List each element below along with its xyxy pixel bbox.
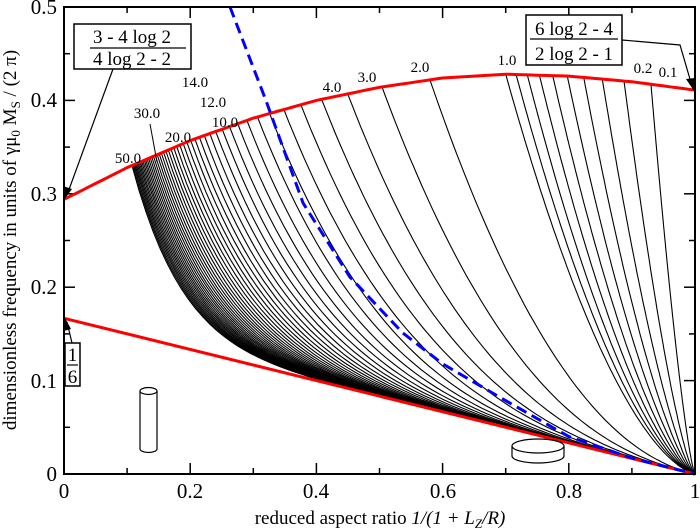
family-curve — [194, 138, 696, 475]
family-curve — [347, 93, 696, 475]
curve-label-1: 1.0 — [498, 53, 517, 69]
annotation-upper-left: 3 - 4 log 2 4 log 2 - 2 — [63, 23, 192, 200]
family-curve — [237, 123, 696, 475]
curve-label-30: 30.0 — [134, 106, 160, 122]
curve-label-0-2: 0.2 — [634, 61, 653, 77]
curve-label-4: 4.0 — [323, 80, 342, 96]
family-curve — [623, 80, 696, 475]
annotation-upper-right-numerator: 6 log 2 - 4 — [535, 19, 614, 40]
family-curve — [515, 74, 696, 475]
annotation-upper-left-denominator: 4 log 2 - 2 — [93, 49, 171, 70]
annotation-upper-left-arrow — [66, 68, 114, 196]
x-tick-label: 0.2 — [177, 479, 203, 503]
y-tick-labels: 0 0.1 0.2 0.3 0.4 0.5 — [31, 0, 58, 486]
family-curve — [173, 147, 696, 475]
family-curve — [170, 148, 696, 475]
lower-bound-line — [63, 316, 696, 476]
x-axis-title: reduced aspect ratio 1/(1 + LZ/R) — [255, 508, 506, 530]
family-curve — [601, 79, 696, 475]
x-tick-labels: 0 0.2 0.4 0.6 0.8 1 — [59, 479, 700, 503]
curve-label-14: 14.0 — [182, 75, 208, 91]
family-curve — [538, 75, 696, 475]
curve-label-0-1: 0.1 — [659, 65, 678, 81]
curve-label-12: 12.0 — [200, 95, 226, 111]
curve-label-20: 20.0 — [165, 130, 191, 146]
family-curve — [221, 128, 696, 475]
y-tick-label: 0.5 — [31, 0, 57, 19]
family-curve — [429, 79, 696, 475]
family-curve — [552, 75, 696, 475]
y-tick-label: 0 — [47, 462, 58, 486]
family-curve — [246, 120, 696, 475]
family-curve — [566, 75, 696, 475]
annotation-one-sixth: 1 6 — [64, 318, 81, 388]
x-tick-label: 0 — [59, 479, 70, 503]
curve-label-30-leader — [149, 123, 158, 163]
annotation-upper-right-denominator: 2 log 2 - 1 — [535, 44, 613, 65]
family-curve — [583, 77, 696, 475]
curve-family — [131, 74, 696, 475]
family-curve — [526, 74, 696, 475]
family-curve — [215, 131, 696, 475]
flat-disk-icon — [511, 438, 565, 464]
y-tick-label: 0.2 — [31, 275, 57, 299]
curve-label-10: 10.0 — [212, 115, 238, 131]
family-curve — [381, 86, 696, 475]
tall-cylinder-icon — [139, 386, 158, 454]
family-curve — [203, 135, 696, 475]
curve-labels: 50.0 30.0 20.0 14.0 12.0 10.0 4.0 3.0 2.… — [115, 53, 678, 167]
annotation-one-sixth-denominator: 6 — [68, 367, 78, 388]
plot-frame — [63, 6, 696, 475]
curve-label-50: 50.0 — [115, 151, 141, 167]
family-curve — [186, 141, 696, 475]
annotation-upper-left-numerator: 3 - 4 log 2 — [93, 27, 171, 48]
family-curve — [650, 84, 696, 475]
annotation-upper-right-arrow — [621, 39, 693, 87]
dashed-curve — [228, 6, 696, 476]
annotation-upper-right: 6 log 2 - 4 2 log 2 - 1 — [525, 14, 695, 91]
x-tick-label: 0.4 — [303, 479, 330, 503]
y-axis-title: dimensionless frequency in units of γμ0 … — [0, 50, 23, 430]
curve-label-2: 2.0 — [411, 60, 430, 76]
upper-bound-curve — [63, 72, 696, 201]
curve-label-3: 3.0 — [358, 70, 377, 86]
family-curve — [160, 152, 696, 475]
family-curve — [321, 99, 696, 475]
x-tick-label: 0.6 — [430, 479, 456, 503]
y-tick-label: 0.1 — [31, 369, 57, 393]
y-tick-label: 0.4 — [31, 88, 58, 112]
y-tick-label: 0.3 — [31, 182, 57, 206]
x-tick-label: 1 — [690, 479, 700, 503]
x-tick-label: 0.8 — [556, 479, 582, 503]
family-curve — [158, 153, 696, 475]
family-curve — [182, 143, 689, 473]
family-curve — [152, 156, 696, 475]
family-curve — [505, 74, 696, 475]
family-curve — [148, 158, 696, 475]
annotation-one-sixth-numerator: 1 — [68, 345, 78, 366]
family-curve — [228, 126, 696, 475]
family-curve — [154, 155, 696, 475]
